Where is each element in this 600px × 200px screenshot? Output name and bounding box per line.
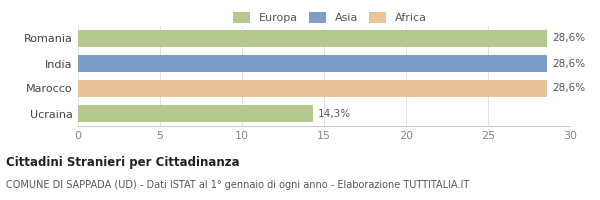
Legend: Europa, Asia, Africa: Europa, Asia, Africa — [231, 10, 429, 25]
Bar — [78, 30, 547, 47]
Text: Cittadini Stranieri per Cittadinanza: Cittadini Stranieri per Cittadinanza — [6, 156, 239, 169]
Bar — [78, 80, 547, 97]
Text: 28,6%: 28,6% — [552, 84, 585, 94]
Text: 28,6%: 28,6% — [552, 58, 585, 68]
Text: 14,3%: 14,3% — [317, 108, 350, 118]
Bar — [78, 55, 547, 72]
Text: COMUNE DI SAPPADA (UD) - Dati ISTAT al 1° gennaio di ogni anno - Elaborazione TU: COMUNE DI SAPPADA (UD) - Dati ISTAT al 1… — [6, 180, 469, 190]
Bar — [78, 105, 313, 122]
Text: 28,6%: 28,6% — [552, 33, 585, 44]
